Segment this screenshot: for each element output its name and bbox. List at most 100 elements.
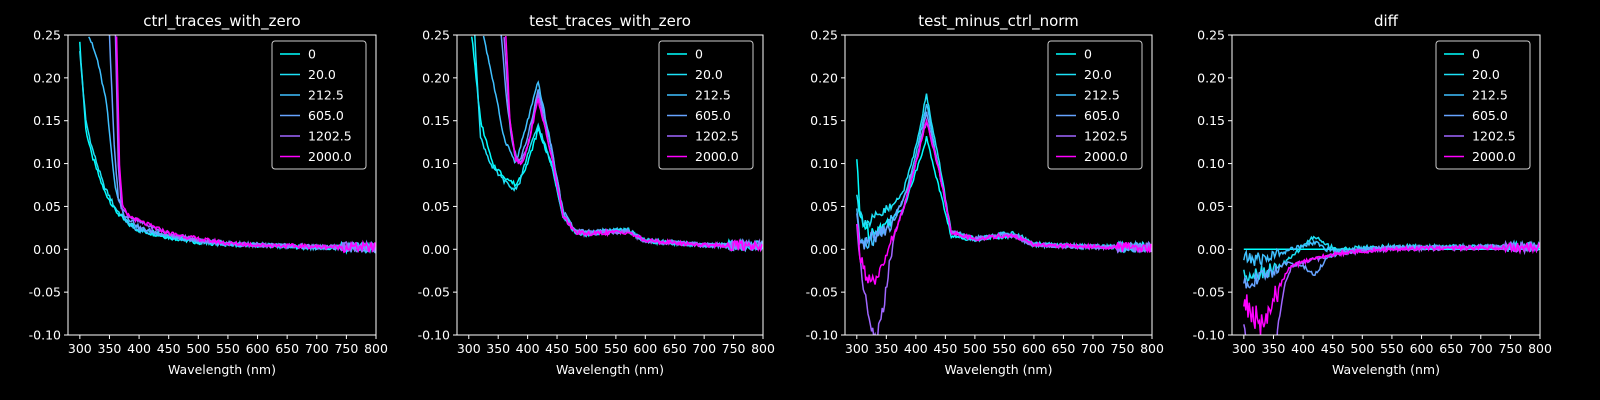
x-tick-label: 450 — [545, 341, 569, 356]
x-tick-label: 450 — [1321, 341, 1345, 356]
x-tick-label: 800 — [1528, 341, 1552, 356]
legend-label: 2000.0 — [1084, 149, 1128, 164]
series-line-2000.0 — [505, 35, 763, 253]
series-line-2000.0 — [1243, 242, 1540, 335]
legend: 0 20.0 212.5 605.0 1202.5 2000.0 — [1047, 40, 1143, 170]
legend: 0 20.0 212.5 605.0 1202.5 2000.0 — [1435, 40, 1531, 170]
x-tick-label: 400 — [904, 341, 928, 356]
legend-label: 212.5 — [308, 88, 344, 103]
x-tick-label: 650 — [1052, 341, 1076, 356]
y-tick-label: 0.25 — [810, 28, 838, 43]
series-group — [470, 35, 763, 253]
x-tick-label: 350 — [1262, 341, 1286, 356]
x-tick-label: 650 — [663, 341, 687, 356]
y-tick-label: -0.10 — [1193, 328, 1225, 343]
y-tick-label: 0.05 — [33, 199, 61, 214]
x-tick-label: 800 — [751, 341, 775, 356]
legend-label: 2000.0 — [308, 149, 352, 164]
legend-label: 1202.5 — [1084, 129, 1128, 144]
x-tick-label: 750 — [334, 341, 358, 356]
y-tick-label: 0.15 — [810, 113, 838, 128]
x-tick-label: 600 — [1410, 341, 1434, 356]
x-tick-label: 600 — [1022, 341, 1046, 356]
series-line-2000.0 — [856, 117, 1152, 285]
legend-label: 20.0 — [1084, 67, 1112, 82]
legend: 0 20.0 212.5 605.0 1202.5 2000.0 — [658, 40, 754, 170]
legend-label: 605.0 — [1472, 108, 1508, 123]
y-tick-label: 0.10 — [422, 156, 450, 171]
legend-label: 605.0 — [695, 108, 731, 123]
x-tick-label: 350 — [874, 341, 898, 356]
legend-label: 0 — [308, 47, 316, 62]
x-tick-label: 450 — [933, 341, 957, 356]
x-tick-label: 550 — [1380, 341, 1404, 356]
y-tick-label: 0.15 — [422, 113, 450, 128]
y-tick-label: 0.20 — [33, 70, 61, 85]
legend-label: 212.5 — [1084, 88, 1120, 103]
legend-label: 212.5 — [695, 88, 731, 103]
x-tick-label: 700 — [692, 341, 716, 356]
axes-frame — [1231, 34, 1541, 336]
y-tick-label: 0.20 — [810, 70, 838, 85]
x-tick-label: 550 — [604, 341, 628, 356]
x-tick-label: 700 — [1469, 341, 1493, 356]
legend-label: 0 — [695, 47, 703, 62]
y-tick-label: 0.10 — [810, 156, 838, 171]
x-axis-label: Wavelength (nm) — [945, 362, 1053, 377]
x-axis-label: Wavelength (nm) — [1332, 362, 1440, 377]
legend-box — [271, 40, 367, 170]
chart-panel-1: ctrl_traces_with_zero 300 350 400 450 500 550 6… — [29, 12, 388, 377]
x-tick-label: 400 — [516, 341, 540, 356]
chart-panel-4: diff 300 350 400 450 500 550 600 650 700 750 800 0.2… — [1193, 12, 1552, 377]
legend-box — [1435, 40, 1531, 170]
legend-box — [1047, 40, 1143, 170]
y-tick-label: 0.05 — [1197, 199, 1225, 214]
chart-title: test_traces_with_zero — [529, 12, 691, 31]
x-tick-label: 650 — [1439, 341, 1463, 356]
legend-box — [658, 40, 754, 170]
y-tick-label: 0.00 — [422, 242, 450, 257]
x-tick-label: 550 — [992, 341, 1016, 356]
series-group — [79, 35, 376, 255]
legend-label: 1202.5 — [1472, 129, 1516, 144]
x-tick-label: 400 — [127, 341, 151, 356]
x-tick-label: 700 — [1081, 341, 1105, 356]
chart-panel-3: test_minus_ctrl_norm 300 350 400 450 500 550 60… — [806, 12, 1164, 377]
x-tick-label: 450 — [157, 341, 181, 356]
legend-label: 0 — [1472, 47, 1480, 62]
y-tick-label: -0.10 — [418, 328, 450, 343]
y-tick-label: 0.10 — [33, 156, 61, 171]
x-tick-label: 300 — [1232, 341, 1256, 356]
chart-panel-2: test_traces_with_zero 300 350 400 450 500 550 6… — [418, 12, 775, 377]
y-tick-label: -0.05 — [806, 285, 838, 300]
legend-label: 605.0 — [1084, 108, 1120, 123]
series-group — [856, 93, 1152, 335]
y-tick-label: 0.00 — [1197, 242, 1225, 257]
y-tick-label: 0.05 — [422, 199, 450, 214]
legend-label: 2000.0 — [695, 149, 739, 164]
x-tick-label: 550 — [216, 341, 240, 356]
legend-label: 1202.5 — [308, 129, 352, 144]
y-tick-label: -0.10 — [806, 328, 838, 343]
chart-title: ctrl_traces_with_zero — [143, 12, 300, 31]
y-tick-label: 0.05 — [810, 199, 838, 214]
y-tick-label: 0.10 — [1197, 156, 1225, 171]
x-axis-label: Wavelength (nm) — [556, 362, 664, 377]
legend-label: 605.0 — [308, 108, 344, 123]
x-tick-label: 600 — [633, 341, 657, 356]
legend-label: 1202.5 — [695, 129, 739, 144]
x-tick-label: 750 — [1111, 341, 1135, 356]
x-axis-label: Wavelength (nm) — [168, 362, 276, 377]
axes-frame — [844, 34, 1153, 336]
x-tick-label: 750 — [1498, 341, 1522, 356]
y-tick-label: 0.00 — [810, 242, 838, 257]
x-tick-label: 500 — [963, 341, 987, 356]
y-tick-label: 0.25 — [1197, 28, 1225, 43]
x-tick-label: 300 — [68, 341, 92, 356]
legend-label: 0 — [1084, 47, 1092, 62]
y-tick-label: 0.20 — [422, 70, 450, 85]
x-tick-label: 750 — [722, 341, 746, 356]
x-tick-label: 800 — [364, 341, 388, 356]
